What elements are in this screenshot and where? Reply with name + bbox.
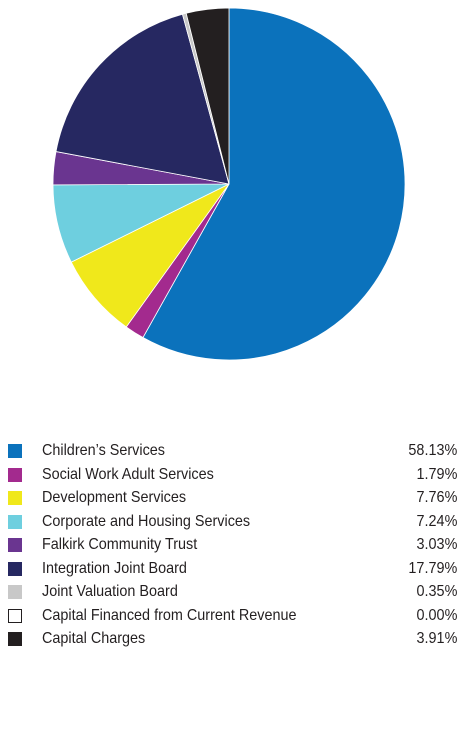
legend-swatch	[8, 561, 22, 576]
legend-value: 3.03%	[416, 536, 457, 553]
legend-label: Capital Charges	[42, 630, 146, 647]
legend-item: Development Services 7.76%	[8, 488, 458, 512]
legend-swatch	[8, 608, 22, 623]
legend-item: Joint Valuation Board 0.35%	[8, 582, 458, 606]
legend-label: Integration Joint Board	[42, 559, 187, 577]
legend-value: 7.76%	[416, 489, 457, 506]
legend-label: Corporate and Housing Services	[42, 512, 251, 530]
legend-item: Social Work Adult Services 1.79%	[8, 465, 458, 489]
legend-swatch	[8, 538, 22, 552]
legend-item: Corporate and Housing Services 7.24%	[8, 512, 458, 536]
legend-label: Social Work Adult Services	[42, 465, 214, 483]
legend-value: 0.00%	[416, 606, 457, 624]
legend-swatch	[8, 585, 22, 599]
legend-swatch	[8, 444, 22, 458]
legend-value: 1.79%	[416, 465, 457, 483]
legend-value: 7.24%	[416, 512, 457, 530]
legend-swatch	[8, 491, 22, 505]
legend-item: Capital Financed from Current Revenue 0.0…	[8, 606, 458, 630]
legend-label: Joint Valuation Board	[42, 583, 178, 600]
legend-item: Falkirk Community Trust 3.03%	[8, 535, 458, 559]
legend-value: 3.91%	[416, 630, 457, 647]
legend-swatch	[8, 514, 22, 529]
legend-label: Children’s Services	[42, 442, 165, 459]
chart-legend: Children’s Services 58.13% Social Work Adu…	[8, 441, 458, 653]
legend-item: Integration Joint Board 17.79%	[8, 559, 458, 583]
pie-slice-5	[55, 13, 230, 185]
legend-label: Capital Financed from Current Revenue	[42, 606, 297, 624]
legend-value: 17.79%	[408, 559, 457, 577]
legend-value: 58.13%	[408, 442, 457, 459]
legend-label: Falkirk Community Trust	[42, 536, 198, 553]
legend-value: 0.35%	[416, 583, 457, 600]
legend-swatch	[8, 467, 22, 482]
pie-chart	[52, 7, 406, 361]
pie-slice-8	[185, 7, 230, 185]
legend-label: Development Services	[42, 489, 187, 506]
pie-slice-0	[142, 7, 406, 361]
legend-item: Children’s Services 58.13%	[8, 441, 458, 465]
legend-item: Capital Charges 3.91%	[8, 629, 458, 653]
legend-swatch	[8, 632, 22, 646]
